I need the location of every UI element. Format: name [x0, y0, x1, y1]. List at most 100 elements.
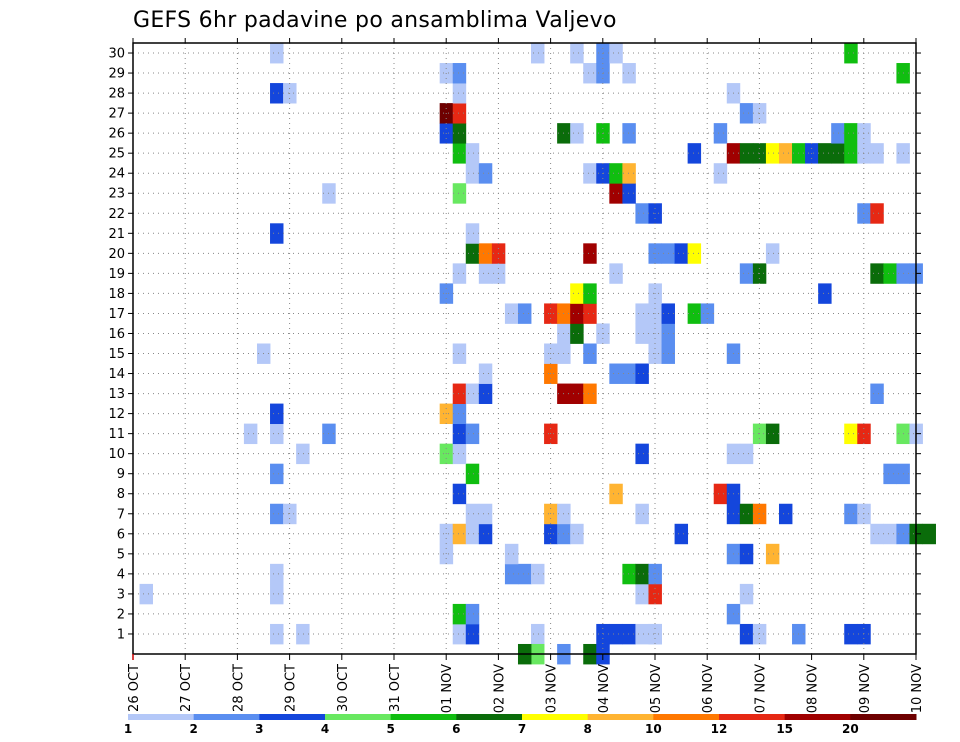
colorbar-label: 6	[452, 722, 460, 736]
y-tick-label: 10	[108, 447, 125, 462]
heatmap-cell	[270, 403, 284, 425]
heatmap-cell	[452, 183, 467, 204]
heatmap-cell	[844, 43, 858, 64]
heatmap-cell	[635, 323, 649, 344]
y-tick-label: 28	[108, 87, 125, 102]
colorbar-label: 20	[842, 722, 859, 736]
colorbar-label: 3	[255, 722, 263, 736]
y-tick-label: 20	[108, 247, 125, 262]
heatmap-cell	[504, 303, 519, 324]
heatmap-cell	[570, 383, 584, 404]
colorbar-label: 5	[386, 722, 394, 736]
heatmap-cell	[609, 163, 623, 184]
heatmap-cell	[478, 503, 493, 525]
heatmap-cell	[739, 543, 754, 565]
heatmap-cell	[296, 623, 310, 645]
heatmap-cell	[570, 43, 584, 64]
heatmap-cell	[465, 503, 480, 525]
heatmap-cell	[583, 163, 597, 184]
x-tick-label: 09 NOV	[858, 664, 873, 713]
heatmap-cell	[622, 363, 636, 384]
heatmap-cell	[596, 623, 610, 645]
heatmap-cell	[870, 383, 884, 404]
y-tick-label: 8	[117, 487, 125, 502]
x-tick-label: 29 OCT	[284, 664, 299, 712]
colorbar-swatch	[456, 714, 523, 720]
heatmap-cell	[478, 243, 493, 264]
heatmap-cell	[452, 383, 467, 404]
heatmap-cell	[635, 363, 649, 384]
heatmap-cell	[648, 583, 662, 605]
y-tick-label: 30	[108, 47, 125, 62]
heatmap-cell	[270, 43, 284, 64]
heatmap-cell	[570, 523, 584, 545]
heatmap-cell	[465, 463, 480, 485]
heatmap-cell	[778, 503, 793, 525]
heatmap-cell	[452, 343, 467, 364]
colorbar-swatch	[522, 714, 589, 720]
y-tick-label: 18	[108, 287, 125, 302]
colorbar-swatch	[653, 714, 720, 720]
heatmap-cell	[478, 383, 493, 404]
heatmap-cell	[635, 563, 649, 585]
heatmap-cell	[622, 623, 636, 645]
heatmap-cell	[883, 523, 897, 545]
heatmap-cell	[570, 303, 584, 324]
heatmap-cell	[883, 463, 897, 485]
heatmap-cell	[622, 63, 636, 84]
colorbar-swatch	[784, 714, 851, 720]
heatmap-cell	[818, 283, 832, 304]
x-tick-label: 28 OCT	[231, 664, 246, 712]
heatmap-cell	[635, 443, 649, 465]
heatmap-cell	[570, 283, 584, 304]
x-tick-label: 04 NOV	[597, 664, 612, 713]
heatmap-cell	[870, 143, 884, 164]
y-tick-label: 15	[108, 347, 125, 362]
heatmap-cells	[139, 43, 936, 665]
heatmap-cell	[870, 263, 884, 284]
heatmap-cell	[870, 523, 884, 545]
heatmap-cell	[465, 243, 480, 264]
heatmap-cell	[831, 143, 845, 164]
heatmap-cell	[883, 263, 897, 284]
heatmap-cell	[648, 623, 662, 645]
x-tick-label: 08 NOV	[806, 664, 821, 713]
heatmap-cell	[270, 563, 284, 585]
heatmap-cell	[922, 523, 936, 545]
heatmap-cell	[531, 563, 545, 585]
heatmap-cell	[478, 163, 493, 184]
colorbar-label: 1	[124, 722, 132, 736]
x-tick-label: 31 OCT	[388, 664, 403, 712]
x-tick-label: 06 NOV	[701, 664, 716, 713]
heatmap-cell	[465, 163, 480, 184]
x-tick-label: 03 NOV	[545, 664, 560, 713]
heatmap-cell	[531, 623, 545, 645]
heatmap-cell	[583, 243, 597, 264]
y-tick-label: 4	[117, 567, 125, 582]
heatmap-cell	[465, 143, 480, 164]
heatmap-cell	[583, 383, 597, 404]
heatmap-cell	[752, 623, 767, 645]
heatmap-cell	[570, 323, 584, 344]
heatmap-cell	[739, 103, 754, 124]
colorbar-label: 4	[321, 722, 329, 736]
heatmap-cell	[504, 543, 519, 565]
heatmap-cell	[622, 563, 636, 585]
heatmap-cell	[844, 623, 858, 645]
y-tick-label: 19	[108, 267, 125, 282]
y-tick-label: 29	[108, 67, 125, 82]
heatmap-cell	[583, 303, 597, 324]
heatmap-cell	[465, 383, 480, 404]
x-tick-label: 30 OCT	[336, 664, 351, 712]
y-tick-label: 7	[117, 507, 125, 522]
heatmap-cell	[635, 203, 649, 224]
heatmap-cell	[139, 583, 153, 605]
y-tick-label: 22	[108, 207, 125, 222]
heatmap-cell	[739, 263, 754, 284]
y-tick-label: 12	[108, 407, 125, 422]
heatmap-cell	[570, 123, 584, 144]
plot-frame	[132, 42, 917, 655]
heatmap-cell	[635, 303, 649, 324]
y-tick-label: 3	[117, 587, 125, 602]
heatmap-cell	[622, 183, 636, 204]
